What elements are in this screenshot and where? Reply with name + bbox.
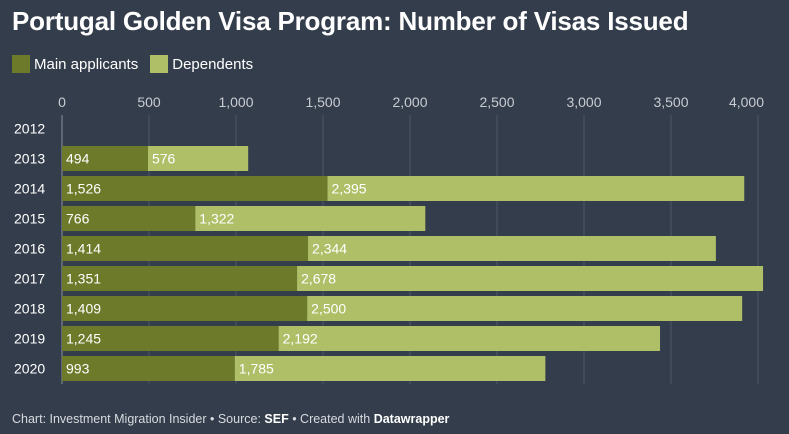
data-label-main-applicants: 1,409 [66, 301, 101, 317]
bar-main-applicants [62, 326, 279, 351]
bar-main-applicants [62, 356, 235, 381]
data-label-dependents: 576 [152, 151, 176, 167]
footer-source: SEF [264, 412, 289, 426]
y-category-label: 2015 [14, 211, 45, 227]
legend-item-main-applicants: Main applicants [12, 55, 138, 73]
bar-dependents [234, 356, 546, 381]
bar-dependents [195, 206, 426, 231]
chart-title: Portugal Golden Visa Program: Number of … [12, 6, 689, 36]
data-label-dependents: 2,395 [332, 181, 367, 197]
data-label-main-applicants: 993 [66, 361, 90, 377]
legend: Main applicants Dependents [12, 55, 265, 73]
data-label-main-applicants: 1,245 [66, 331, 101, 347]
x-tick-label: 3,500 [653, 94, 688, 110]
y-category-label: 2014 [14, 181, 45, 197]
legend-label-dependents: Dependents [172, 55, 254, 73]
legend-swatch-dependents [150, 55, 169, 73]
bar-dependents [147, 146, 249, 171]
data-label-dependents: 1,322 [199, 211, 234, 227]
x-tick-label: 1,000 [218, 94, 253, 110]
data-label-dependents: 2,344 [312, 241, 347, 257]
x-tick-label: 3,000 [566, 94, 601, 110]
data-label-main-applicants: 766 [66, 211, 90, 227]
data-label-dependents: 2,678 [301, 271, 336, 287]
bar-dependents [297, 266, 764, 291]
data-label-main-applicants: 1,414 [66, 241, 101, 257]
y-category-label: 2016 [14, 241, 45, 257]
data-label-main-applicants: 1,351 [66, 271, 101, 287]
bar-chart: 0 500 1,000 1,500 2,000 2,500 3,000 3,500 4,000 2… [14, 94, 764, 384]
legend-label-main-applicants: Main applicants [34, 55, 139, 73]
data-label-main-applicants: 494 [66, 151, 90, 167]
y-category-label: 2019 [14, 331, 45, 347]
data-label-dependents: 1,785 [239, 361, 274, 377]
bar-dependents [308, 236, 716, 261]
x-tick-label: 2,500 [479, 94, 514, 110]
bar-main-applicants [62, 146, 148, 171]
x-tick-label: 4,000 [729, 94, 764, 110]
bar-main-applicants [62, 296, 308, 321]
bar-main-applicants [62, 176, 328, 201]
y-category-label: 2013 [14, 151, 45, 167]
bar-dependents [278, 326, 661, 351]
x-tick-label: 2,000 [392, 94, 427, 110]
y-category-label: 2012 [14, 121, 45, 137]
data-label-dependents: 2,500 [311, 301, 346, 317]
footer-tool: Datawrapper [373, 412, 450, 426]
y-category-label: 2017 [14, 271, 45, 287]
bar-main-applicants [62, 266, 298, 291]
bar-main-applicants [62, 236, 309, 261]
bar-dependents [307, 296, 743, 321]
legend-swatch-main-applicants [12, 55, 30, 73]
legend-item-dependents: Dependents [150, 55, 253, 73]
x-tick-label: 500 [137, 94, 161, 110]
data-label-dependents: 2,192 [283, 331, 318, 347]
x-tick-label: 1,500 [305, 94, 340, 110]
y-category-label: 2018 [14, 301, 45, 317]
footer-credit: Chart: Investment Migration Insider • So… [12, 412, 449, 426]
bar-dependents [327, 176, 745, 201]
footer-middle: • Created with [288, 412, 374, 426]
data-label-main-applicants: 1,526 [66, 181, 101, 197]
y-category-label: 2020 [14, 361, 45, 377]
x-tick-label: 0 [58, 94, 66, 110]
bar-main-applicants [62, 206, 196, 231]
footer-prefix: Chart: Investment Migration Insider • So… [12, 412, 265, 426]
